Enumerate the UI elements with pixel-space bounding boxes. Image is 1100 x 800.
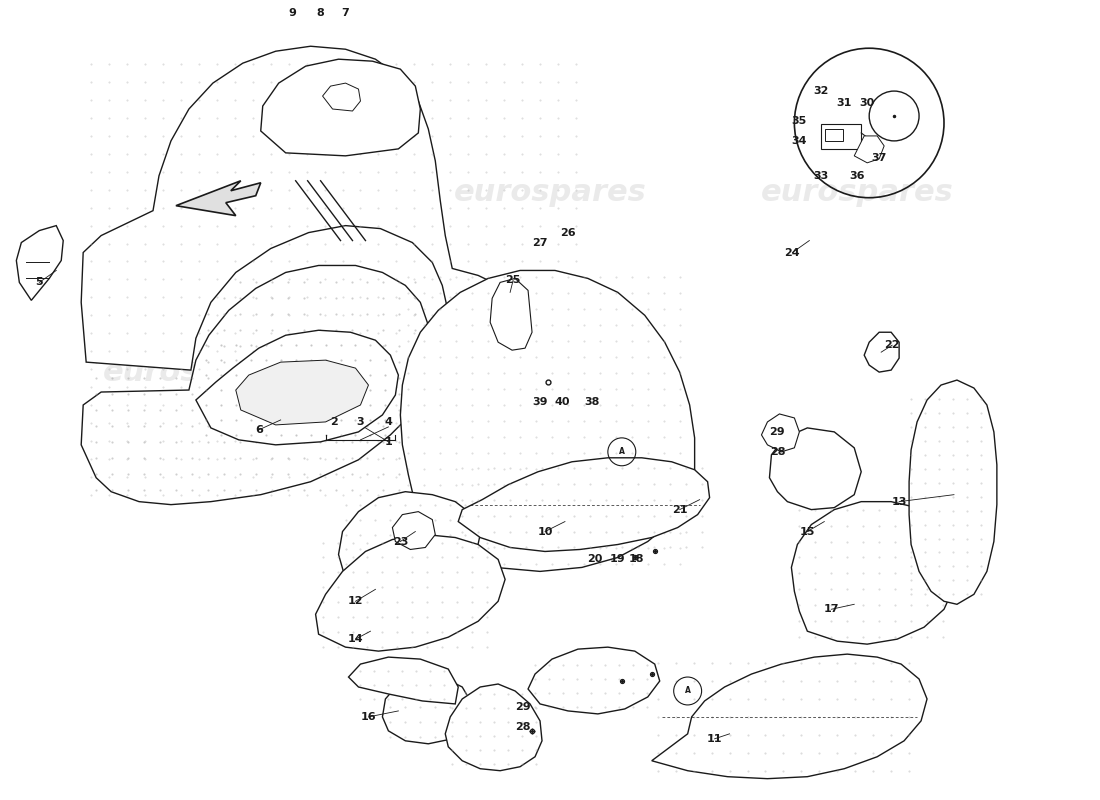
Polygon shape bbox=[316, 534, 505, 651]
Polygon shape bbox=[400, 270, 694, 571]
Text: 23: 23 bbox=[393, 537, 408, 546]
Text: 9: 9 bbox=[288, 8, 297, 18]
Polygon shape bbox=[81, 266, 430, 505]
Text: 10: 10 bbox=[537, 526, 552, 537]
Text: 38: 38 bbox=[584, 397, 600, 407]
Polygon shape bbox=[393, 512, 436, 550]
Text: eurospares: eurospares bbox=[102, 358, 295, 386]
Text: 31: 31 bbox=[837, 98, 851, 108]
Text: 20: 20 bbox=[587, 554, 603, 565]
Text: 37: 37 bbox=[871, 153, 887, 163]
Polygon shape bbox=[16, 226, 63, 300]
Text: 34: 34 bbox=[792, 136, 807, 146]
Text: 11: 11 bbox=[707, 734, 723, 744]
Text: 16: 16 bbox=[361, 712, 376, 722]
Text: 7: 7 bbox=[342, 8, 350, 18]
Text: 22: 22 bbox=[884, 340, 900, 350]
Polygon shape bbox=[339, 492, 481, 602]
Polygon shape bbox=[528, 647, 660, 714]
Polygon shape bbox=[909, 380, 997, 604]
Polygon shape bbox=[761, 414, 800, 452]
Text: 21: 21 bbox=[672, 505, 688, 514]
Polygon shape bbox=[446, 684, 542, 770]
Text: 33: 33 bbox=[814, 170, 829, 181]
Text: eurospares: eurospares bbox=[453, 178, 647, 207]
Polygon shape bbox=[491, 278, 532, 350]
Text: 25: 25 bbox=[505, 275, 520, 286]
Text: 36: 36 bbox=[849, 170, 865, 181]
Polygon shape bbox=[235, 360, 368, 425]
Text: 4: 4 bbox=[385, 417, 393, 427]
Polygon shape bbox=[651, 654, 927, 778]
Polygon shape bbox=[459, 458, 710, 551]
Text: A: A bbox=[619, 447, 625, 456]
Text: 5: 5 bbox=[35, 278, 43, 287]
Text: 3: 3 bbox=[356, 417, 364, 427]
Text: 29: 29 bbox=[770, 427, 785, 437]
Text: 26: 26 bbox=[560, 227, 575, 238]
Text: 17: 17 bbox=[824, 604, 839, 614]
Text: 39: 39 bbox=[532, 397, 548, 407]
Polygon shape bbox=[769, 428, 861, 510]
Polygon shape bbox=[855, 136, 884, 163]
Polygon shape bbox=[176, 181, 261, 216]
Text: 8: 8 bbox=[317, 8, 324, 18]
Text: 32: 32 bbox=[814, 86, 829, 96]
Text: 28: 28 bbox=[515, 722, 531, 732]
Text: 1: 1 bbox=[385, 437, 393, 447]
Text: 28: 28 bbox=[770, 447, 785, 457]
Text: eurospares: eurospares bbox=[453, 493, 647, 522]
Text: 2: 2 bbox=[330, 417, 338, 427]
Polygon shape bbox=[349, 657, 459, 704]
Text: 13: 13 bbox=[891, 497, 906, 506]
Polygon shape bbox=[383, 677, 472, 744]
Bar bbox=[825, 129, 844, 141]
Text: 6: 6 bbox=[255, 425, 263, 435]
Polygon shape bbox=[791, 502, 957, 644]
Polygon shape bbox=[196, 330, 398, 445]
Text: 27: 27 bbox=[532, 238, 548, 247]
Polygon shape bbox=[322, 83, 361, 111]
Polygon shape bbox=[865, 332, 899, 372]
Text: 29: 29 bbox=[515, 702, 531, 712]
Text: 30: 30 bbox=[859, 98, 874, 108]
Text: 24: 24 bbox=[784, 247, 800, 258]
Text: 15: 15 bbox=[800, 526, 815, 537]
Text: 12: 12 bbox=[348, 596, 363, 606]
Polygon shape bbox=[261, 59, 420, 156]
Polygon shape bbox=[81, 46, 585, 505]
Text: 40: 40 bbox=[554, 397, 570, 407]
Text: eurospares: eurospares bbox=[761, 178, 954, 207]
Bar bbox=[822, 124, 861, 149]
Text: 19: 19 bbox=[610, 554, 626, 565]
Text: 18: 18 bbox=[629, 554, 645, 565]
Text: 14: 14 bbox=[348, 634, 363, 644]
Text: A: A bbox=[684, 686, 691, 695]
Text: 35: 35 bbox=[792, 116, 807, 126]
